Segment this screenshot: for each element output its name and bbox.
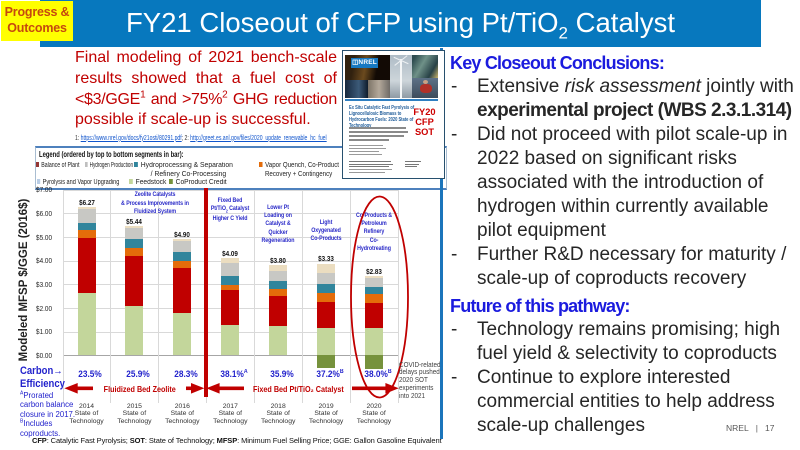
- svg-text:Fixed Bed Pt/TiO₂ Catalyst: Fixed Bed Pt/TiO₂ Catalyst: [253, 384, 344, 394]
- svg-text:Fluidized Bed Zeolite: Fluidized Bed Zeolite: [104, 384, 177, 394]
